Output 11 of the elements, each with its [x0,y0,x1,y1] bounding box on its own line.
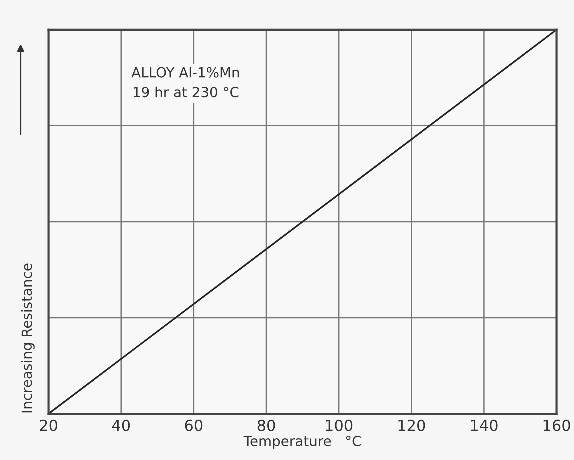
x-tick-label: 120 [398,420,426,432]
x-tick-label: 40 [112,420,130,432]
x-tick-label: 140 [471,420,498,432]
x-tick-label: 160 [544,420,570,432]
x-tick-label: 20 [40,420,58,432]
x-tick-label: 100 [326,420,353,432]
x-tick-label: 60 [185,420,203,432]
x-axis-title: Temperature °C [244,436,361,450]
x-tick-label: 80 [258,420,276,432]
annotation: ALLOY Al-1%Mn 19 hr at 230 °C [132,67,240,98]
y-axis-title: Increasing Resistance [21,264,35,413]
